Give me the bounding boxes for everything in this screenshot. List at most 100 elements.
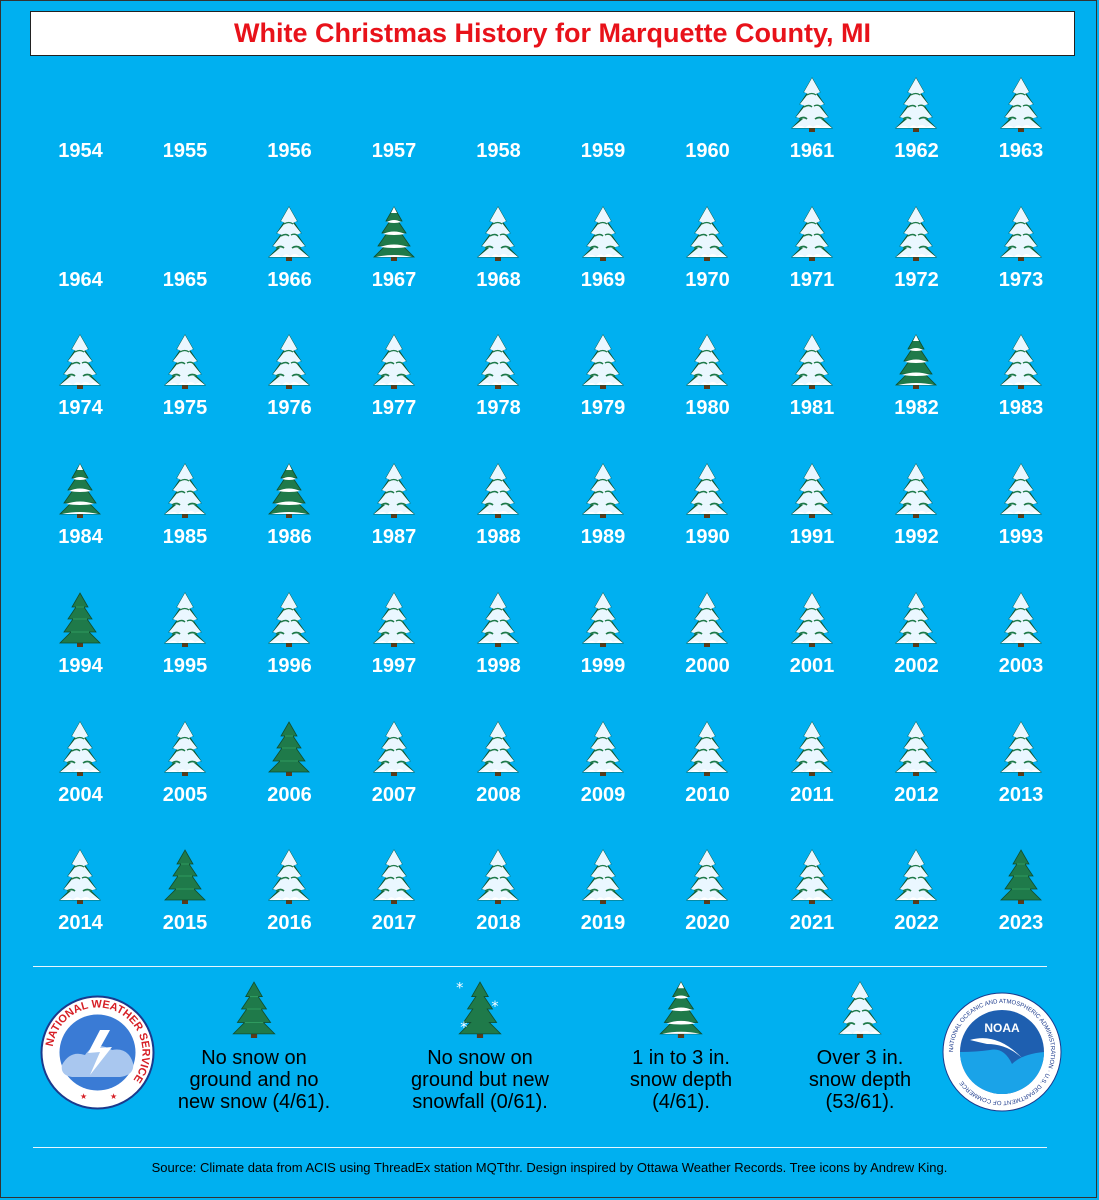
year-cell-1993: 1993 (969, 454, 1074, 582)
snow-covered-tree-icon (786, 591, 838, 647)
snow-covered-tree-icon (890, 462, 942, 519)
legend-label: No snow on ground and no new snow (4/61). (164, 1047, 344, 1113)
snow-covered-tree-icon (368, 720, 420, 776)
snow-covered-tree-icon (263, 205, 315, 261)
year-cell-1997: 1997 (342, 583, 447, 711)
svg-text:*: * (456, 980, 463, 996)
year-cell-1964: 1964 (28, 197, 133, 325)
divider-bottom (33, 1147, 1047, 1148)
year-label: 1960 (685, 140, 730, 162)
year-label: 1978 (476, 397, 521, 420)
year-cell-2012: 2012 (864, 712, 969, 840)
legend-label: Over 3 in. snow depth (53/61). (770, 1047, 950, 1113)
year-cell-1992: 1992 (864, 454, 969, 582)
year-cell-1967: 1967 (342, 197, 447, 325)
year-cell-2006: 2006 (237, 712, 342, 840)
snow-covered-tree-icon (995, 205, 1047, 261)
year-cell-1963: 1963 (969, 68, 1074, 196)
year-cell-2002: 2002 (864, 583, 969, 711)
year-label: 1992 (894, 526, 939, 549)
snow-covered-tree-icon (786, 333, 838, 390)
nws-logo: NATIONAL WEATHER SERVICE ★ ★ (40, 995, 155, 1110)
year-label: 2020 (685, 912, 730, 935)
snow-covered-tree-icon (681, 462, 733, 519)
snow-covered-tree-icon (995, 720, 1047, 776)
year-cell-1959: 1959 (551, 68, 656, 196)
year-cell-1966: 1966 (237, 197, 342, 325)
year-cell-1972: 1972 (864, 197, 969, 325)
snow-covered-tree-icon (472, 333, 524, 390)
snow-covered-tree-icon (890, 720, 942, 776)
year-cell-2013: 2013 (969, 712, 1074, 840)
green-tree-icon (995, 848, 1047, 905)
year-cell-1989: 1989 (551, 454, 656, 582)
snow-covered-tree-icon (681, 591, 733, 647)
year-label: 1989 (580, 526, 626, 549)
legend-label-line: (4/61). (652, 1091, 710, 1113)
year-label: 1957 (371, 140, 417, 162)
year-label: 1994 (58, 654, 103, 677)
legend-label-line: ground but new (411, 1069, 549, 1091)
year-cell-1960: 1960 (655, 68, 760, 196)
year-cell-1965: 1965 (133, 197, 238, 325)
year-cell-1976: 1976 (237, 325, 342, 453)
year-cell-2007: 2007 (342, 712, 447, 840)
snow-covered-tree-icon (368, 848, 420, 905)
title-box: White Christmas History for Marquette Co… (30, 11, 1075, 56)
year-label: 2006 (267, 783, 312, 806)
year-label: 2004 (58, 783, 103, 806)
svg-text:NOAA: NOAA (984, 1021, 1020, 1035)
year-cell-2015: 2015 (133, 840, 238, 968)
snow-covered-tree-icon (786, 848, 838, 905)
year-label: 2023 (998, 912, 1044, 935)
year-cell-1954: 1954 (28, 68, 133, 196)
year-cell-1975: 1975 (133, 325, 238, 453)
year-label: 2009 (580, 783, 626, 806)
snow-covered-tree-icon (472, 720, 524, 776)
year-cell-1984: 1984 (28, 454, 133, 582)
year-label: 1987 (371, 526, 417, 549)
snow-covered-tree-icon (472, 462, 524, 519)
year-label: 1972 (894, 268, 939, 291)
year-label: 2010 (685, 783, 730, 806)
snow-covered-tree-icon (54, 333, 106, 390)
snow-covered-tree-icon (263, 848, 315, 905)
year-cell-1957: 1957 (342, 68, 447, 196)
year-label: 1991 (789, 526, 835, 549)
year-cell-1978: 1978 (446, 325, 551, 453)
year-cell-2020: 2020 (655, 840, 760, 968)
year-label: 1999 (580, 654, 626, 677)
svg-text:★: ★ (110, 1092, 117, 1101)
year-label: 2019 (580, 912, 626, 935)
year-label: 1966 (267, 268, 312, 291)
year-cell-2019: 2019 (551, 840, 656, 968)
year-cell-1979: 1979 (551, 325, 656, 453)
snow-covered-tree-icon (995, 591, 1047, 647)
year-cell-1981: 1981 (760, 325, 865, 453)
snow-covered-tree-icon (890, 591, 942, 647)
green-tree-icon (159, 848, 211, 905)
year-label: 1979 (580, 397, 626, 420)
legend-label-line: snow depth (808, 1069, 912, 1091)
year-cell-2003: 2003 (969, 583, 1074, 711)
year-cell-2023: 2023 (969, 840, 1074, 968)
year-cell-2009: 2009 (551, 712, 656, 840)
year-cell-1987: 1987 (342, 454, 447, 582)
source-note: Source: Climate data from ACIS using Thr… (151, 1160, 948, 1175)
legend: NATIONAL WEATHER SERVICE ★ ★ NOAA NATION… (0, 970, 1099, 1145)
year-label: 2000 (685, 654, 730, 677)
year-cell-1971: 1971 (760, 197, 865, 325)
year-label: 1996 (267, 654, 312, 677)
snow-covered-tree-icon (159, 462, 211, 519)
snow-covered-tree-icon (159, 591, 211, 647)
divider-top (33, 966, 1047, 967)
lightly-snowy-tree-icon (368, 205, 420, 261)
year-label: 2003 (998, 654, 1044, 677)
year-cell-1974: 1974 (28, 325, 133, 453)
year-label: 1993 (998, 526, 1044, 549)
snow-covered-tree-icon (472, 848, 524, 905)
year-cell-2018: 2018 (446, 840, 551, 968)
year-label: 1982 (894, 397, 939, 420)
snow-covered-tree-icon (577, 720, 629, 776)
legend-label-line: No snow on (201, 1047, 307, 1069)
